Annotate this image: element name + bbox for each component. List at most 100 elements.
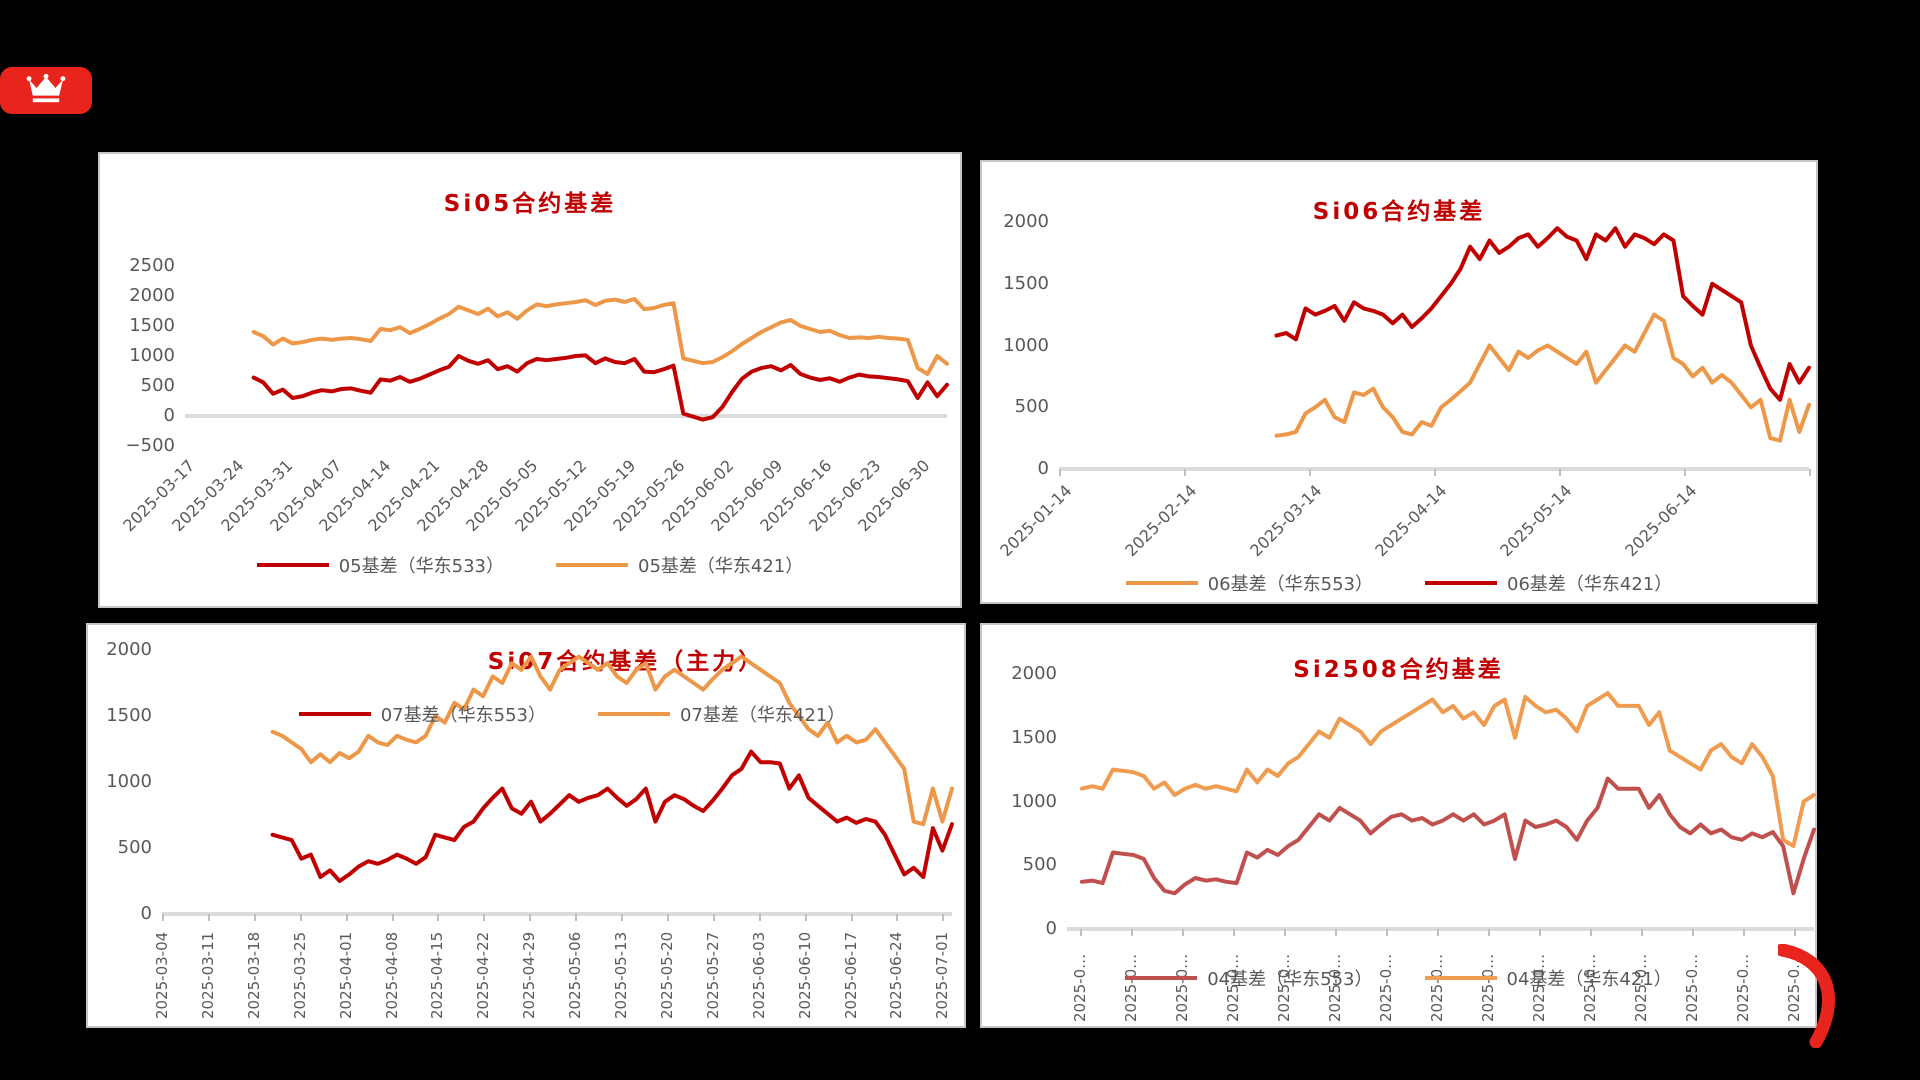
legend-item: 07基差（华东553）	[298, 701, 546, 727]
series-line	[270, 749, 954, 883]
axis-tick	[1692, 929, 1694, 936]
x-axis-tick-label: 2025-04-01	[336, 931, 355, 1019]
legend-label: 07基差（华东553）	[380, 705, 546, 726]
legend-swatch	[556, 563, 628, 567]
y-axis-tick-label: 500	[1022, 854, 1057, 876]
decorative-red-arc	[1775, 943, 1850, 1052]
x-axis-tick-label: 2025-04-08	[382, 931, 401, 1019]
axis-tick	[1233, 929, 1235, 936]
axis-tick	[1386, 929, 1388, 936]
axis-tick	[666, 914, 669, 921]
legend-label: 07基差（华东421）	[680, 705, 846, 726]
axis-tick	[1641, 929, 1643, 936]
y-axis-tick-label: 0	[1045, 918, 1057, 939]
x-axis-tick-label: 2025-05-13	[612, 931, 630, 1019]
plot-area: 2000 1500 1000 500 0 2025-0… 2025-0… 2025-0… 202…	[982, 625, 1816, 1026]
y-axis-tick-label: 1000	[1003, 334, 1049, 356]
axis-tick	[162, 914, 164, 921]
axis-tick	[483, 914, 486, 921]
crown-badge	[0, 67, 92, 114]
series-line	[1274, 226, 1811, 402]
axis-tick	[1182, 929, 1184, 936]
crown-icon	[23, 73, 69, 109]
y-axis-tick-label: 1500	[106, 705, 152, 726]
axis-tick	[804, 914, 807, 921]
legend-label: 06基差（华东553）	[1207, 574, 1373, 595]
x-axis-tick-label: 2025-01-14	[996, 481, 1076, 561]
axis-tick	[1309, 469, 1311, 476]
y-axis-tick-label: 1000	[106, 771, 152, 792]
zero-axis-line	[162, 912, 952, 916]
si06-chart-panel: Si06合约基差 2000 1500 1000 500 0 2025-01-14 2025-…	[980, 160, 1818, 604]
axis-tick	[1488, 929, 1490, 936]
legend-swatch	[1425, 581, 1497, 585]
x-axis-tick-label: 2025-03-18	[244, 931, 263, 1019]
y-axis-tick-label: 500	[1014, 396, 1049, 418]
x-axis-tick-label: 2025-04-22	[474, 931, 493, 1019]
x-axis-tick-label: 2025-03-11	[198, 931, 217, 1019]
axis-tick	[758, 914, 761, 921]
y-axis-tick-label: 0	[1037, 458, 1049, 479]
series-line	[1274, 312, 1811, 443]
plot-area: 2000 1500 1000 500 0 2025-03-04 2025-03-11 2025…	[88, 625, 964, 1026]
axis-tick	[207, 914, 210, 921]
zero-axis-line	[1067, 927, 1814, 931]
legend-item: 06基差（华东421）	[1425, 570, 1672, 596]
plot-area: 2500 2000 1500 1000 500 0 −500 2025-03-17 2025-0…	[100, 154, 960, 606]
y-axis-tick-label: 500	[140, 375, 175, 396]
x-axis-tick-label: 2025-04-15	[428, 931, 447, 1019]
x-axis-tick-label: 2025-05-27	[703, 931, 722, 1019]
axis-tick	[1059, 469, 1061, 476]
axis-tick	[299, 914, 302, 921]
y-axis-tick-label: 2500	[129, 255, 175, 276]
legend-item: 06基差（华东553）	[1125, 570, 1373, 596]
x-axis-tick-label: 2025-02-14	[1121, 481, 1201, 561]
y-axis-tick-label: 1000	[129, 345, 175, 366]
y-axis-tick-label: 2000	[106, 639, 152, 660]
axis-tick	[1794, 929, 1796, 936]
legend-swatch	[1125, 976, 1198, 980]
x-axis-tick-label: 2025-04-29	[520, 931, 539, 1019]
axis-tick	[1437, 929, 1439, 936]
legend-label: 06基差（华东421）	[1507, 574, 1673, 595]
axis-tick	[712, 914, 715, 921]
series-line	[251, 297, 949, 376]
axis-tick	[1131, 929, 1133, 936]
axis-tick	[896, 914, 899, 921]
x-axis-tick-label: 2025-05-20	[657, 931, 676, 1019]
axis-tick	[1684, 469, 1686, 476]
axis-tick	[1335, 929, 1337, 936]
si07-chart-panel: Si07合约基差（主力） 2000 1500 1000 500 0 2025-03-04 2…	[86, 623, 966, 1028]
legend-item: 04基差（华东553）	[1125, 965, 1373, 991]
axis-tick	[529, 914, 532, 921]
x-axis-tick-label: 2025-06-17	[841, 931, 860, 1019]
legend-label: 05基差（华东533）	[338, 556, 504, 577]
legend: 06基差（华东553） 06基差（华东421）	[982, 570, 1816, 596]
legend-item: 05基差（华东421）	[556, 552, 803, 578]
legend-swatch	[1424, 976, 1497, 980]
legend-label: 04基差（华东553）	[1207, 969, 1373, 990]
legend-item: 07基差（华东421）	[598, 701, 845, 727]
chart-title: Si2508合约基差	[1293, 657, 1504, 683]
axis-tick	[345, 914, 348, 921]
legend: 05基差（华东533） 05基差（华东421）	[100, 552, 960, 578]
y-axis-tick-label: 2000	[129, 285, 175, 306]
x-axis-tick-label: 2025-06-14	[1621, 481, 1701, 561]
x-axis-tick-label: 2025-05-06	[566, 931, 585, 1019]
axis-tick	[1539, 929, 1541, 936]
axis-tick	[1590, 929, 1592, 936]
axis-tick	[850, 914, 853, 921]
legend-swatch	[298, 712, 371, 716]
axis-tick	[253, 914, 256, 921]
axis-tick	[1559, 469, 1561, 476]
x-axis-tick-label: 2025-06-24	[887, 931, 906, 1019]
x-axis-tick-label: 2025-03-25	[290, 931, 309, 1019]
series-line	[251, 353, 949, 422]
x-axis-tick-label: 2025-03-04	[153, 931, 171, 1019]
legend-label: 05基差（华东421）	[638, 556, 804, 577]
y-axis-tick-label: 1500	[1003, 272, 1049, 294]
axis-tick	[621, 914, 623, 921]
y-axis-tick-label: 0	[163, 405, 175, 426]
legend: 04基差（华东553） 04基差（华东421）	[982, 965, 1815, 991]
